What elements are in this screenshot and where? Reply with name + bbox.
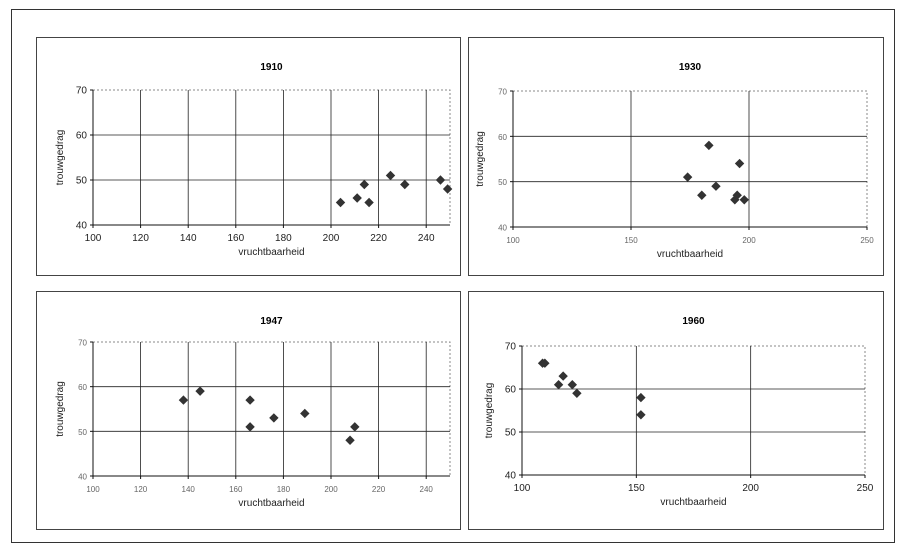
plot-area xyxy=(521,345,866,476)
data-point xyxy=(359,179,370,190)
data-point xyxy=(711,181,721,191)
y-tick-label: 70 xyxy=(505,342,517,353)
x-axis-label: vruchtbaarheid xyxy=(657,249,723,260)
y-tick-label: 60 xyxy=(76,131,88,142)
data-point xyxy=(732,190,742,200)
x-tick-label: 250 xyxy=(860,236,874,245)
data-point xyxy=(636,392,646,403)
y-axis-label: trouwgedrag xyxy=(55,381,66,437)
x-axis-label: vruchtbaarheid xyxy=(238,247,304,258)
data-point xyxy=(350,422,360,432)
x-axis-label: vruchtbaarheid xyxy=(660,497,726,508)
chart-title: 1947 xyxy=(260,316,283,327)
data-point xyxy=(697,190,707,200)
y-tick-label: 40 xyxy=(505,471,517,482)
x-tick-label: 140 xyxy=(182,485,196,494)
y-tick-label: 40 xyxy=(78,473,87,482)
y-tick-label: 40 xyxy=(498,224,507,233)
y-tick-label: 60 xyxy=(505,385,517,396)
x-axis-label: vruchtbaarheid xyxy=(238,498,304,509)
x-tick-label: 150 xyxy=(628,483,645,494)
x-tick-label: 180 xyxy=(275,233,292,244)
data-point xyxy=(352,193,362,203)
plot-area xyxy=(92,89,451,226)
data-point xyxy=(540,358,550,368)
data-point xyxy=(704,140,714,151)
chart-panel-1930: 100 150 200 250 40 50 60 70 1930 vruchtbaarheid tr… xyxy=(468,37,884,276)
y-tick-label: 60 xyxy=(78,383,87,392)
x-tick-label: 200 xyxy=(742,236,756,245)
data-point xyxy=(300,408,310,419)
x-tick-label: 100 xyxy=(514,483,531,494)
data-point xyxy=(553,379,564,390)
y-tick-label: 50 xyxy=(78,428,87,437)
scatter-chart: 100 150 200 250 40 50 60 70 1960 vruchtbaarheid tr… xyxy=(484,316,874,508)
data-point xyxy=(636,410,646,420)
x-tick-label: 240 xyxy=(418,233,435,244)
data-point xyxy=(567,379,578,390)
scatter-chart: 100 120 140 160 180 200 220 240 40 50 60 70 1910 vruc… xyxy=(55,62,453,258)
data-point xyxy=(364,197,374,208)
x-tick-label: 100 xyxy=(85,233,102,244)
data-point xyxy=(558,371,568,381)
data-point xyxy=(572,388,582,399)
y-axis-label: trouwgedrag xyxy=(484,383,495,439)
y-tick-label: 60 xyxy=(498,133,507,142)
x-tick-label: 120 xyxy=(134,485,148,494)
y-tick-label: 50 xyxy=(498,178,507,187)
data-point xyxy=(178,395,189,405)
data-point xyxy=(400,179,410,190)
plot-area xyxy=(92,341,451,477)
scatter-chart: 100 120 140 160 180 200 220 240 40 50 60 70 1947 vruc… xyxy=(55,316,451,509)
scatter-chart: 100 150 200 250 40 50 60 70 1930 vruchtbaarheid tr… xyxy=(475,62,874,260)
data-point xyxy=(269,413,279,423)
y-tick-label: 50 xyxy=(505,428,517,439)
data-point xyxy=(435,175,446,185)
x-tick-label: 160 xyxy=(229,485,243,494)
data-point xyxy=(739,195,749,205)
x-tick-label: 140 xyxy=(180,233,197,244)
y-tick-label: 70 xyxy=(76,86,88,97)
x-tick-label: 220 xyxy=(372,485,386,494)
y-tick-label: 50 xyxy=(76,176,88,187)
chart-panel-1960: 100 150 200 250 40 50 60 70 1960 vruchtbaarheid tr… xyxy=(468,291,884,530)
x-tick-label: 200 xyxy=(742,483,759,494)
x-tick-label: 160 xyxy=(227,233,244,244)
y-tick-label: 70 xyxy=(78,339,87,348)
plot-area xyxy=(512,90,868,228)
x-tick-label: 100 xyxy=(506,236,520,245)
y-axis-label: trouwgedrag xyxy=(475,131,486,187)
chart-panel-1910: 100 120 140 160 180 200 220 240 40 50 60 70 1910 vruc… xyxy=(36,37,461,276)
x-tick-label: 240 xyxy=(420,485,434,494)
data-point xyxy=(442,184,453,194)
y-tick-label: 70 xyxy=(498,88,507,97)
chart-title: 1930 xyxy=(679,62,702,73)
figure-frame: 100 120 140 160 180 200 220 240 40 50 60 70 1910 vruc… xyxy=(11,9,895,543)
x-tick-label: 150 xyxy=(624,236,638,245)
data-point xyxy=(734,158,745,169)
data-point xyxy=(245,395,255,405)
x-tick-label: 220 xyxy=(370,233,387,244)
x-tick-label: 120 xyxy=(132,233,149,244)
data-point xyxy=(385,170,396,181)
data-point xyxy=(335,197,346,208)
chart-panel-1947: 100 120 140 160 180 200 220 240 40 50 60 70 1947 vruc… xyxy=(36,291,461,530)
x-tick-label: 100 xyxy=(86,485,100,494)
chart-title: 1910 xyxy=(260,62,283,73)
x-tick-label: 200 xyxy=(324,485,338,494)
data-point xyxy=(682,172,693,182)
x-tick-label: 180 xyxy=(277,485,291,494)
y-tick-label: 40 xyxy=(76,221,88,232)
y-axis-label: trouwgedrag xyxy=(55,130,66,186)
x-tick-label: 250 xyxy=(857,483,874,494)
x-tick-label: 200 xyxy=(323,233,340,244)
data-point xyxy=(345,435,355,445)
data-point xyxy=(195,386,205,396)
data-point xyxy=(245,422,255,432)
chart-title: 1960 xyxy=(682,316,705,327)
